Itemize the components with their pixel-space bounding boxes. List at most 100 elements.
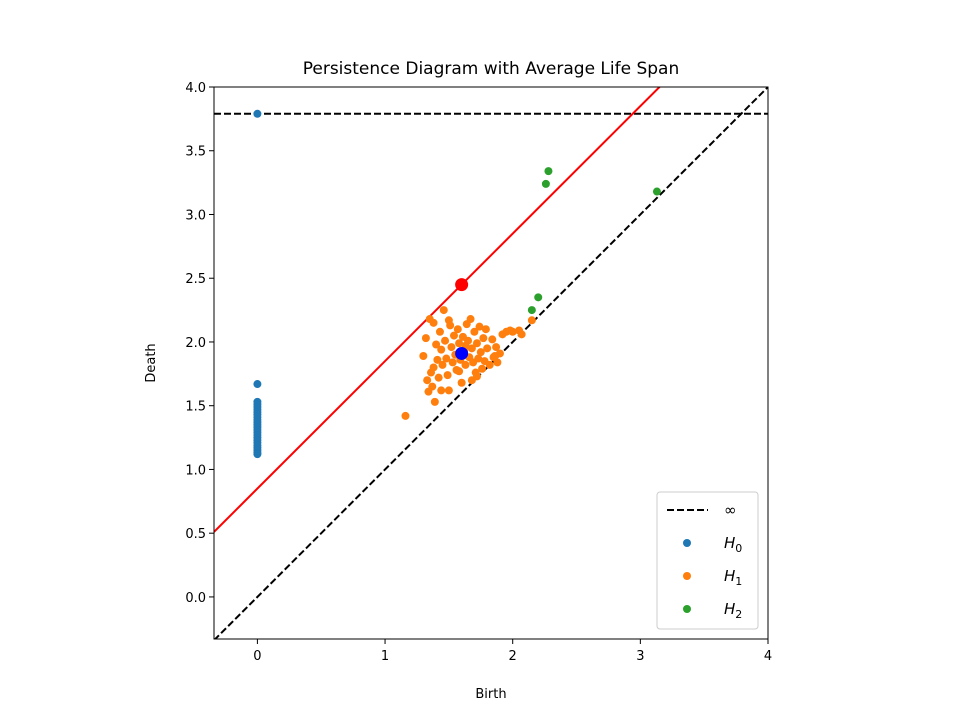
data-point: [442, 354, 451, 363]
data-point: [483, 344, 492, 353]
data-point: [455, 339, 464, 348]
data-point: [453, 325, 462, 334]
data-point: [435, 327, 444, 336]
legend-h0-label: H0: [724, 534, 742, 555]
data-point: [447, 343, 456, 352]
data-point: [448, 358, 457, 367]
legend-h0-swatch: [683, 539, 691, 547]
legend: ∞ H0 H1 H2: [656, 491, 759, 630]
data-point: [455, 367, 464, 376]
data-point: [470, 327, 479, 336]
legend-h2-main: H: [724, 600, 735, 618]
data-point: [478, 364, 487, 373]
data-point: [466, 315, 475, 324]
x-tick-label: 4: [764, 649, 772, 664]
y-tick-label: 0.0: [185, 591, 206, 606]
data-point: [457, 378, 466, 387]
data-point: [652, 187, 661, 196]
y-tick-label: 1.5: [185, 400, 206, 415]
y-tick-label: 2.0: [185, 336, 206, 351]
data-point: [253, 380, 262, 389]
data-point: [444, 316, 453, 325]
average-point: [455, 278, 469, 292]
data-point: [439, 306, 448, 315]
data-point: [423, 376, 432, 385]
data-point: [253, 450, 262, 459]
x-axis: 0 1 2 3 4: [253, 639, 772, 664]
data-point: [461, 360, 470, 369]
plot-area: [214, 87, 768, 639]
x-tick-label: 0: [253, 649, 261, 664]
data-point: [474, 354, 483, 363]
plot-frame: [213, 86, 769, 640]
data-point: [492, 343, 501, 352]
legend-h1-sub: 1: [735, 575, 742, 588]
legend-h2-swatch: [683, 605, 691, 613]
data-point: [472, 372, 481, 381]
data-point: [428, 382, 437, 391]
x-tick-label: 2: [509, 649, 517, 664]
legend-h1-label: H1: [724, 567, 742, 588]
data-point: [479, 334, 488, 343]
x-tick-label: 3: [636, 649, 644, 664]
data-point: [429, 318, 438, 327]
data-point: [434, 373, 443, 382]
data-point: [253, 109, 262, 118]
data-point: [527, 306, 536, 315]
x-tick-label: 1: [381, 649, 389, 664]
series-h1: [401, 306, 536, 420]
legend-infinity-label: ∞: [724, 501, 737, 519]
data-point: [419, 351, 428, 360]
data-point: [493, 358, 502, 367]
series-h2: [527, 167, 661, 315]
y-tick-label: 1.0: [185, 463, 206, 478]
legend-h0-sub: 0: [735, 542, 742, 555]
data-point: [476, 348, 485, 357]
y-axis: 0.0 0.5 1.0 1.5 2.0 2.5 3.0 3.5 4.0: [185, 81, 214, 606]
data-point: [433, 355, 442, 364]
data-point: [472, 339, 481, 348]
y-tick-label: 3.5: [185, 145, 206, 160]
data-point: [481, 325, 490, 334]
data-point: [437, 386, 446, 395]
chart-title: Persistence Diagram with Average Life Sp…: [303, 59, 680, 79]
legend-h1-swatch: [683, 572, 691, 580]
y-tick-label: 3.0: [185, 208, 206, 223]
data-point: [429, 363, 438, 372]
data-point: [430, 397, 439, 406]
data-point: [490, 351, 499, 360]
legend-h0-main: H: [724, 534, 735, 552]
data-point: [449, 331, 458, 340]
data-point: [437, 345, 446, 354]
data-point: [544, 167, 553, 176]
data-point: [467, 344, 476, 353]
legend-h2-sub: 2: [735, 608, 742, 621]
y-tick-label: 2.5: [185, 272, 206, 287]
y-axis-label: Death: [144, 343, 159, 382]
legend-h1-main: H: [724, 567, 735, 585]
data-point: [441, 336, 450, 345]
mean-point: [455, 346, 469, 360]
average-life-span-line: [214, 87, 661, 533]
x-axis-label: Birth: [475, 687, 506, 702]
data-point: [444, 386, 453, 395]
data-point: [534, 293, 543, 302]
y-tick-label: 4.0: [185, 81, 206, 96]
data-point: [432, 340, 441, 349]
data-point: [485, 360, 494, 369]
data-point: [488, 335, 497, 344]
data-point: [527, 316, 536, 325]
data-point: [508, 327, 517, 336]
y-tick-label: 0.5: [185, 527, 206, 542]
legend-h2-label: H2: [724, 600, 742, 621]
data-point: [541, 179, 550, 188]
legend-box: [656, 491, 759, 630]
data-point: [475, 322, 484, 331]
data-point: [443, 371, 452, 380]
data-point: [517, 330, 526, 339]
series-h0: [253, 109, 262, 459]
data-point: [421, 334, 430, 343]
data-point: [438, 360, 447, 369]
data-point: [401, 411, 410, 420]
